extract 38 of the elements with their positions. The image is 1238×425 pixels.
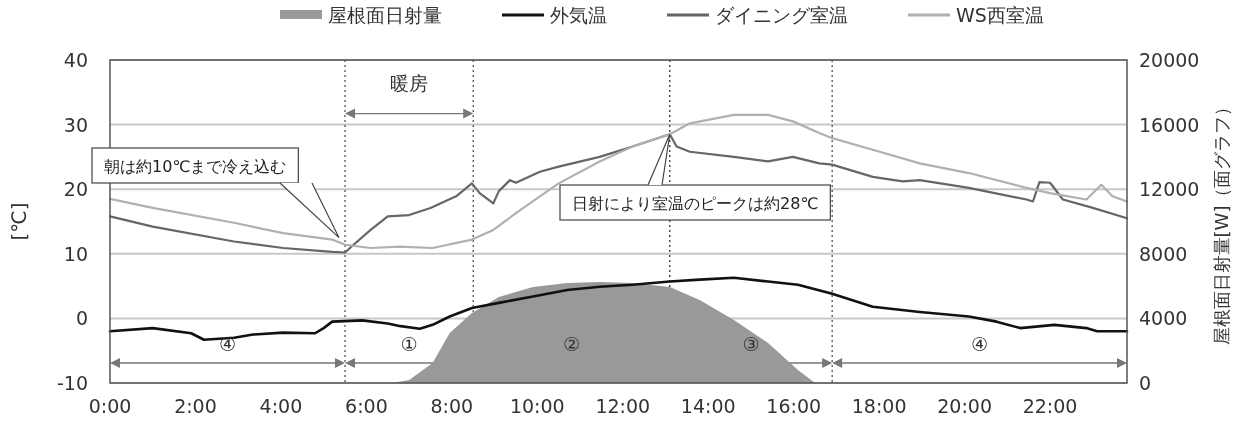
legend-label: 外気温 <box>550 4 607 26</box>
x-tick-label: 18:00 <box>851 395 907 417</box>
x-tick-label: 0:00 <box>88 395 132 417</box>
x-tick-label: 20:00 <box>937 395 992 417</box>
y2-axis-title: 屋根面日射量[W]（面グラフ） <box>1211 97 1232 346</box>
x-tick-label: 14:00 <box>680 395 736 417</box>
annotation: ① <box>400 333 418 356</box>
legend-label: ダイニング室温 <box>715 4 848 26</box>
y-tick-label: 10 <box>63 242 88 265</box>
x-tick-label: 4:00 <box>259 395 303 417</box>
x-tick-label: 12:00 <box>595 395 651 417</box>
annotation: ④ <box>971 333 989 356</box>
x-tick-label: 8:00 <box>430 395 474 417</box>
y2-tick-label: 20000 <box>1139 49 1200 71</box>
y2-tick-label: 16000 <box>1139 113 1200 136</box>
annotation: ② <box>562 333 581 356</box>
x-tick-label: 10:00 <box>509 395 565 417</box>
y-tick-label: -10 <box>56 372 88 394</box>
annotation: 暖房 <box>390 71 429 94</box>
legend-label: WS西室温 <box>956 4 1044 26</box>
x-tick-label: 6:00 <box>345 395 388 417</box>
x-tick-label: 16:00 <box>766 395 822 417</box>
y-tick-label: 20 <box>63 178 88 201</box>
y-axis-title: [℃] <box>7 202 31 241</box>
annotation: 朝は約10℃まで冷え込む <box>104 157 287 176</box>
y-tick-label: 40 <box>63 49 88 71</box>
legend-label: 屋根面日射量 <box>328 4 442 26</box>
x-tick-label: 22:00 <box>1022 395 1078 417</box>
y-tick-label: 0 <box>75 307 88 330</box>
y-tick-label: 30 <box>63 113 88 136</box>
y2-tick-label: 0 <box>1139 372 1152 394</box>
annotation: ③ <box>742 333 760 356</box>
annotation: 日射により室温のピークは約28℃ <box>572 194 819 213</box>
y2-tick-label: 12000 <box>1139 178 1200 201</box>
y2-tick-label: 8000 <box>1139 242 1188 265</box>
y2-tick-label: 4000 <box>1139 307 1188 330</box>
annotation: ④ <box>218 333 237 356</box>
x-tick-label: 2:00 <box>174 395 217 417</box>
